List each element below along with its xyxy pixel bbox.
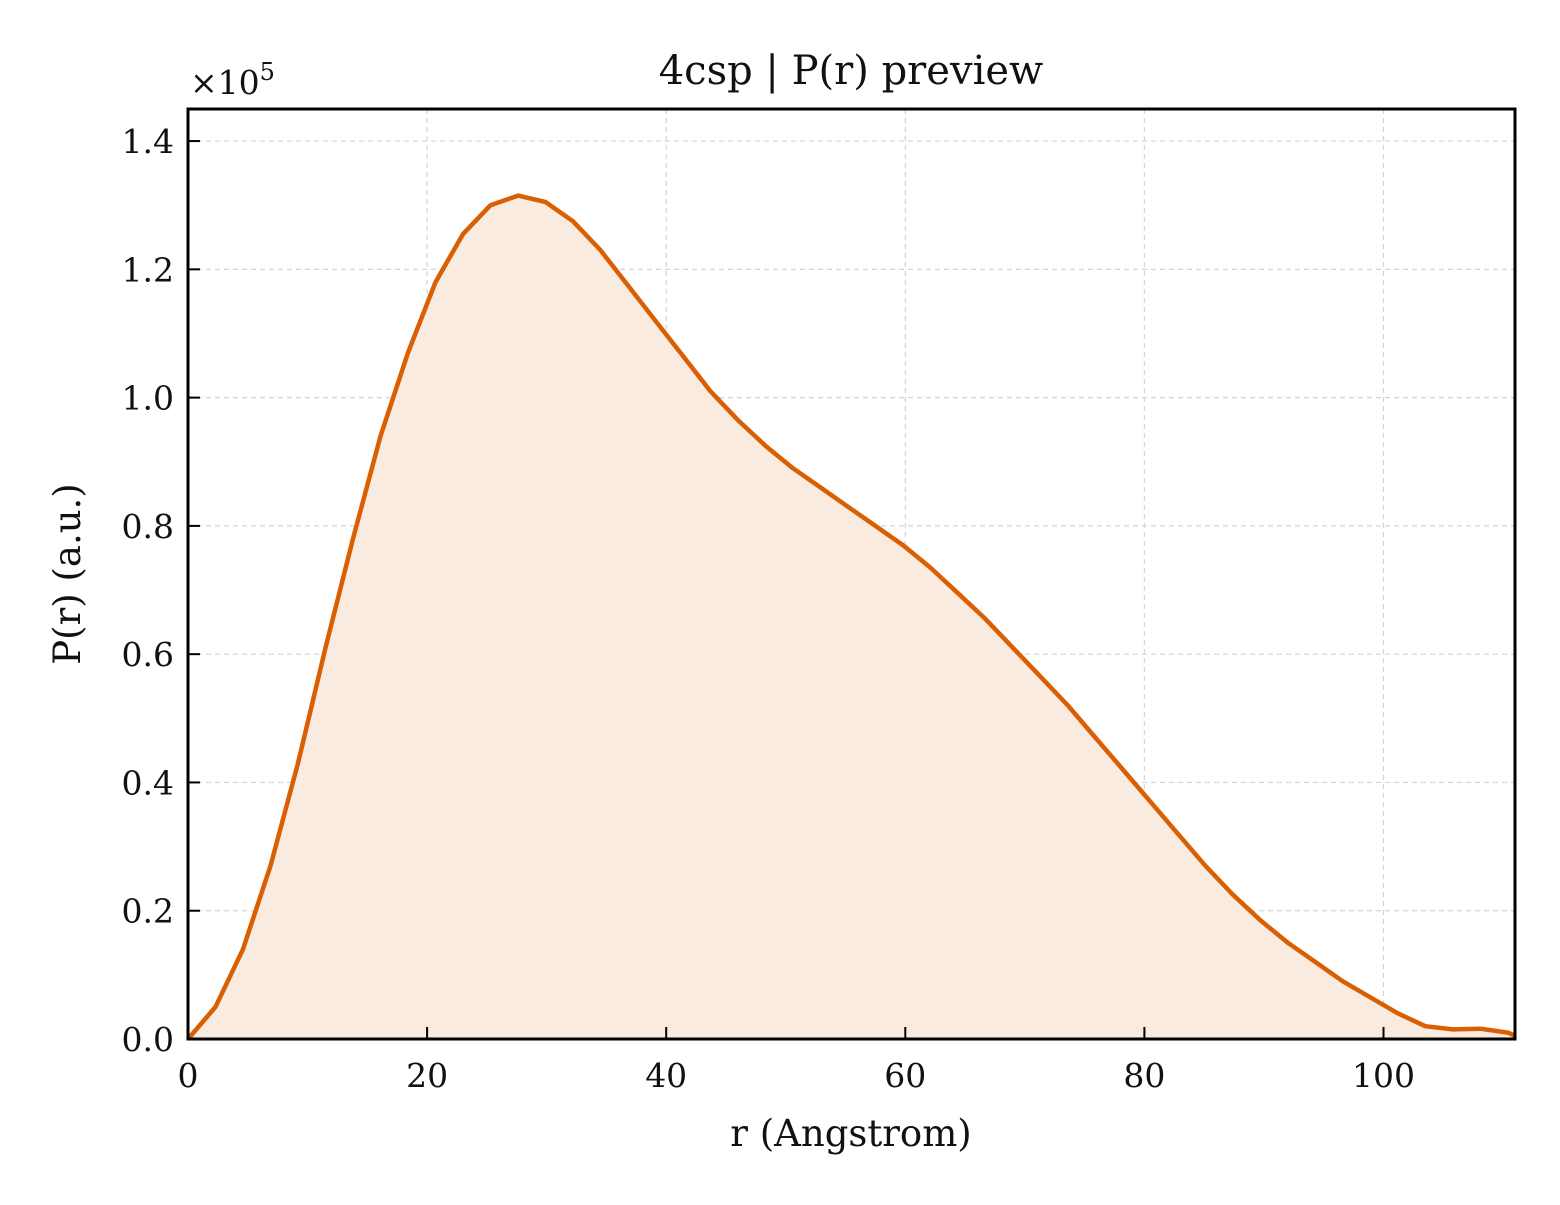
- y-multiplier-base: ×10: [190, 63, 260, 102]
- y-tick-label: 0.2: [122, 892, 174, 931]
- x-tick-label: 60: [884, 1056, 926, 1095]
- y-multiplier-label: ×105: [190, 58, 275, 102]
- pr-area-fill: [188, 195, 1515, 1040]
- x-tick-label: 20: [406, 1056, 448, 1095]
- y-tick-label: 0.4: [122, 763, 174, 802]
- x-tick-label: 100: [1352, 1056, 1415, 1095]
- y-tick-label: 1.4: [122, 122, 174, 161]
- chart-title: 4csp | P(r) preview: [659, 48, 1044, 94]
- pr-series-line: [186, 193, 1516, 1041]
- y-tick-label: 1.2: [122, 250, 174, 289]
- x-tick-label: 0: [178, 1056, 199, 1095]
- tick-layer: 0 20 40 60 80 100 0.0 0.2 0.4 0.6 0.8 1.0 1.2 1.4: [122, 122, 1415, 1095]
- y-tick-label: 1.0: [122, 379, 174, 418]
- y-tick-label: 0.0: [122, 1020, 174, 1059]
- x-tick-label: 40: [645, 1056, 687, 1095]
- x-axis-title: r (Angstrom): [730, 1112, 971, 1155]
- y-multiplier-exponent: 5: [260, 58, 275, 86]
- plot-frame: [186, 107, 1517, 1041]
- y-axis-title: P(r) (a.u.): [46, 483, 89, 665]
- y-tick-label: 0.8: [122, 507, 174, 546]
- y-tick-label: 0.6: [122, 635, 174, 674]
- x-tick-label: 80: [1123, 1056, 1165, 1095]
